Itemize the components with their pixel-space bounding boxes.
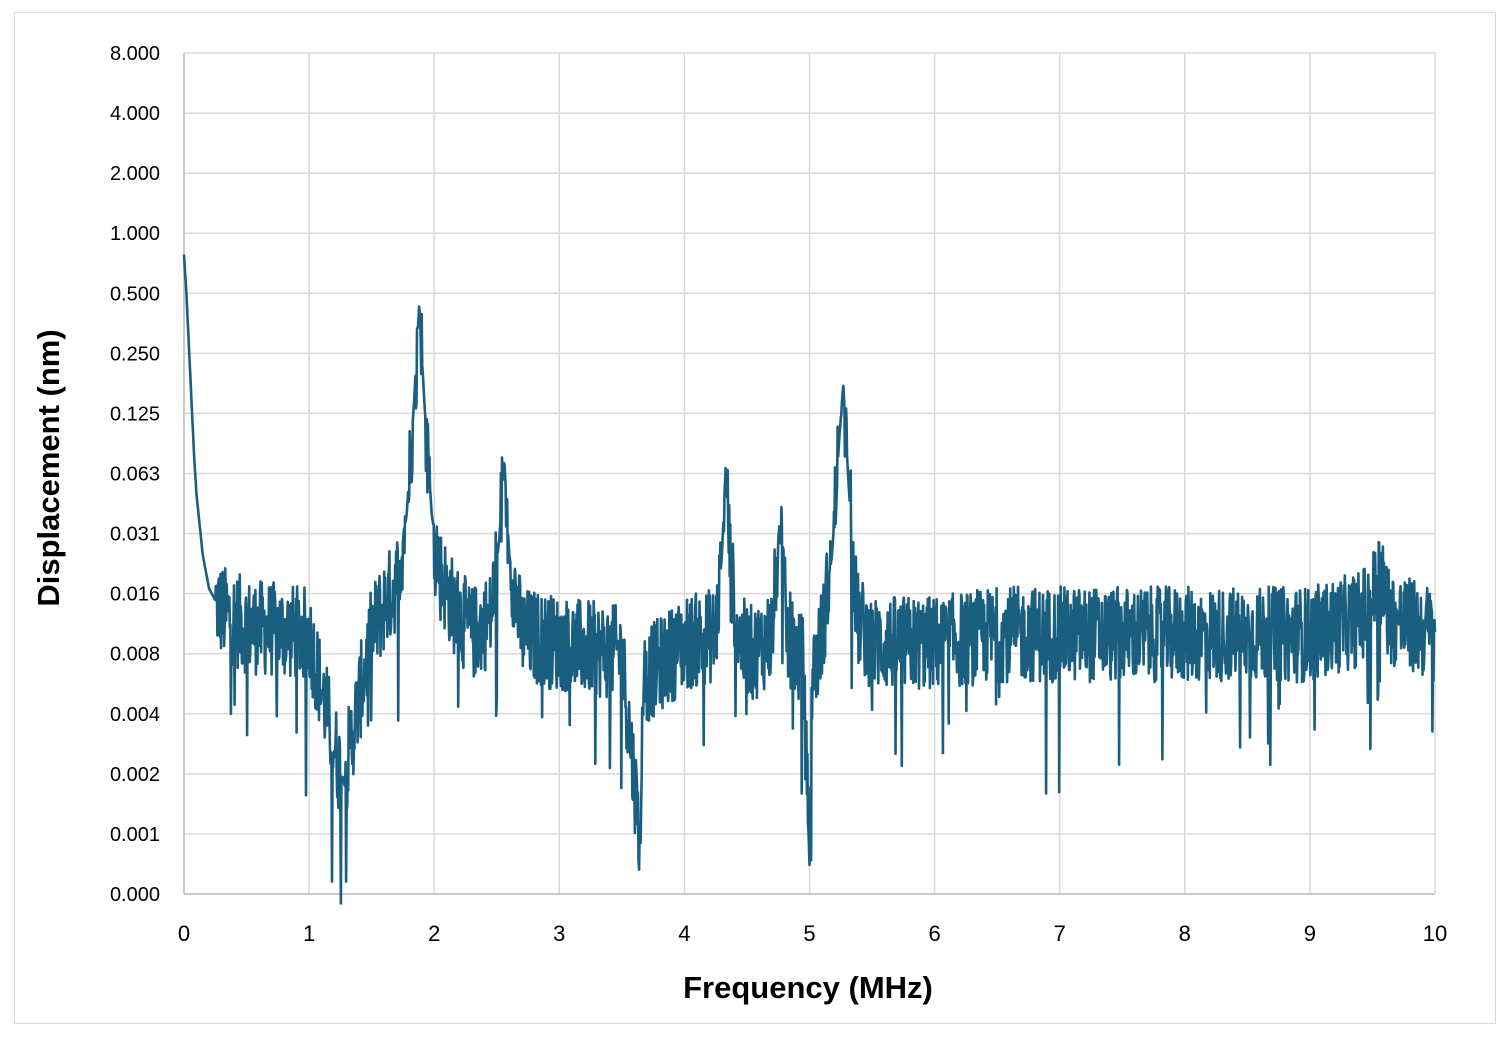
y-tick-label: 0.008 (110, 644, 160, 666)
y-tick-label: 0.031 (110, 524, 160, 546)
y-tick-label: 8.000 (110, 43, 160, 65)
y-axis-title: Displacement (nm) (31, 329, 66, 606)
y-tick-label: 4.000 (110, 103, 160, 125)
y-tick-label: 0.016 (110, 584, 160, 606)
x-tick-label: 0 (178, 921, 190, 946)
y-tick-label: 0.500 (110, 283, 160, 305)
x-tick-label: 2 (428, 921, 440, 946)
x-axis-title: Frequency (MHz) (683, 970, 933, 1005)
x-tick-label: 6 (928, 921, 940, 946)
y-tick-label: 0.250 (110, 343, 160, 365)
x-tick-label: 3 (553, 921, 565, 946)
x-tick-label: 1 (303, 921, 315, 946)
y-tick-label: 0.004 (110, 704, 160, 726)
series-line (182, 254, 1437, 905)
y-axis-tick-labels: 0.000 0.001 0.002 0.004 0.008 0.016 0.031 0.063… (110, 43, 160, 906)
line-chart: 0.000 0.001 0.002 0.004 0.008 0.016 0.031 0.063… (31, 43, 1447, 1005)
y-tick-label: 0.063 (110, 464, 160, 486)
y-tick-label: 0.000 (110, 884, 160, 906)
x-tick-label: 8 (1179, 921, 1191, 946)
x-axis-tick-labels: 0 1 2 3 4 5 6 7 8 9 10 (178, 921, 1447, 946)
series-layer (182, 254, 1437, 905)
plot-area-border (183, 53, 1435, 895)
x-tick-label: 10 (1423, 921, 1447, 946)
x-tick-label: 9 (1304, 921, 1316, 946)
x-tick-label: 4 (678, 921, 690, 946)
chart-frame: 0.000 0.001 0.002 0.004 0.008 0.016 0.031 0.063… (14, 12, 1496, 1024)
y-tick-label: 0.125 (110, 403, 160, 425)
y-tick-label: 0.001 (110, 824, 160, 846)
x-tick-label: 5 (803, 921, 815, 946)
y-tick-label: 0.002 (110, 764, 160, 786)
x-tick-label: 7 (1054, 921, 1066, 946)
grid-lines (183, 52, 1436, 895)
y-tick-label: 2.000 (110, 163, 160, 185)
y-tick-label: 1.000 (110, 223, 160, 245)
